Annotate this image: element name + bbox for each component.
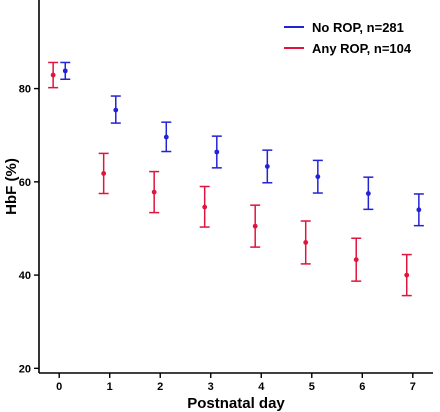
data-point <box>353 257 359 263</box>
x-tick-label: 7 <box>410 381 416 393</box>
x-tick-label: 3 <box>208 381 214 393</box>
data-point <box>365 191 371 196</box>
data-point <box>62 68 68 74</box>
y-axis-label: HbF (%) <box>3 158 20 215</box>
series-any-rop <box>48 61 412 297</box>
x-tick-label: 5 <box>309 381 315 393</box>
y-tick-label: 60 <box>19 177 31 189</box>
data-point <box>50 72 56 78</box>
x-tick-label: 1 <box>107 381 113 393</box>
y-tick-label: 80 <box>19 84 31 96</box>
data-point <box>151 189 157 195</box>
data-point <box>404 272 410 278</box>
data-point <box>101 171 107 176</box>
series-no-rop <box>60 61 424 227</box>
legend-entry-label: No ROP, n=281 <box>312 20 404 35</box>
data-marks <box>48 61 424 297</box>
x-tick-label: 2 <box>157 381 163 393</box>
x-tick-label: 6 <box>359 381 365 393</box>
data-point <box>214 149 220 155</box>
x-axis-label: Postnatal day <box>187 395 285 412</box>
axes: 20 40 60 80 0 1 2 3 4 5 6 7 <box>19 0 433 393</box>
data-point <box>416 207 422 213</box>
data-point <box>303 240 309 245</box>
y-tick-label: 40 <box>19 270 31 282</box>
data-point <box>202 204 208 210</box>
data-point <box>315 174 321 180</box>
legend-entry-label: Any ROP, n=104 <box>312 41 412 56</box>
x-tick-label: 4 <box>258 381 265 393</box>
y-tick-label: 20 <box>19 363 31 375</box>
data-point <box>113 107 119 113</box>
data-point <box>264 164 270 169</box>
legend: No ROP, n=281 Any ROP, n=104 <box>284 20 412 56</box>
x-tick-label: 0 <box>56 381 62 393</box>
data-point <box>252 223 258 229</box>
data-point <box>163 134 169 140</box>
